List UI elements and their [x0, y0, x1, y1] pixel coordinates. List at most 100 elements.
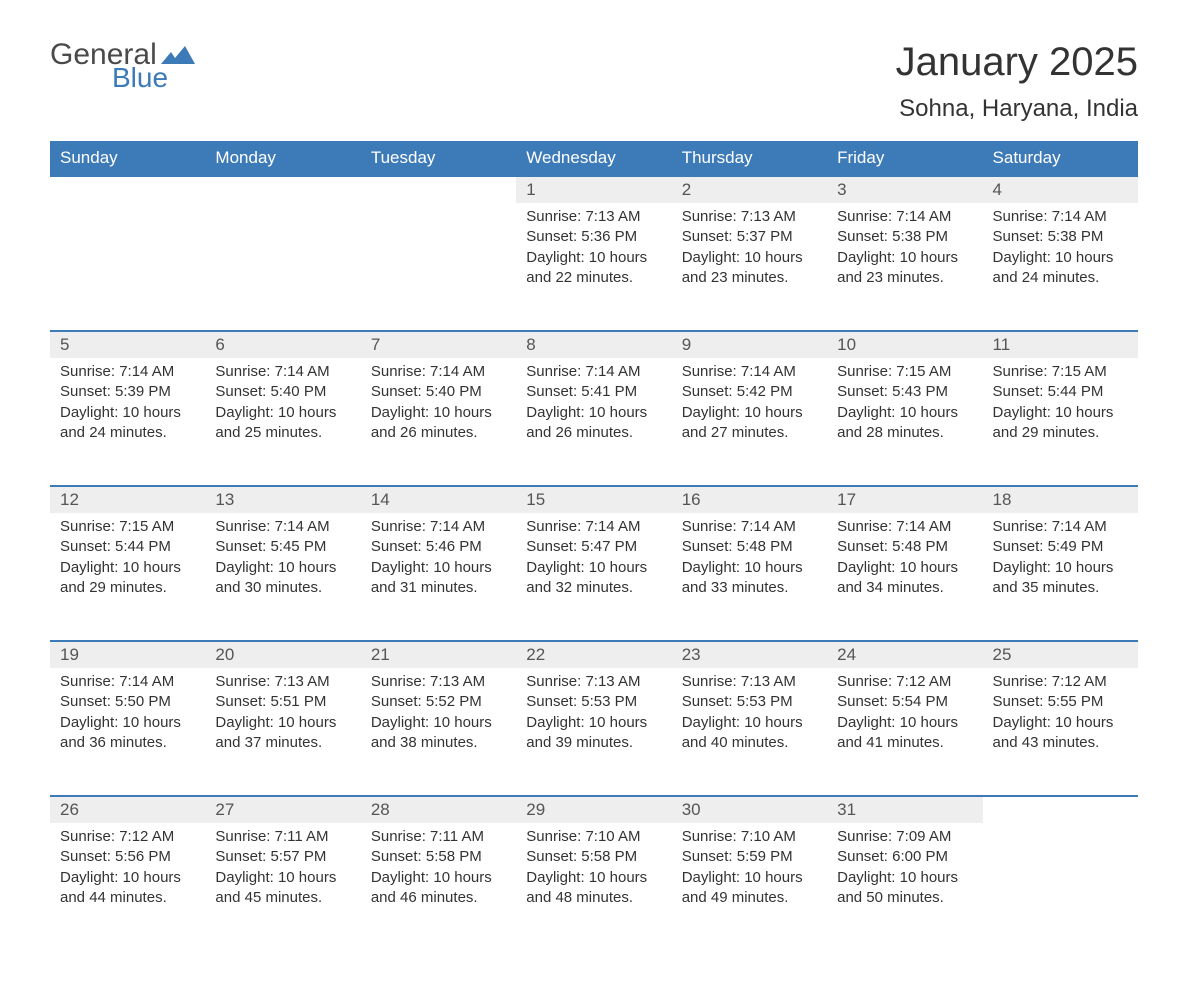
- logo-flag-icon: [161, 44, 195, 64]
- sunrise-line: Sunrise: 7:15 AM: [60, 517, 195, 537]
- sunset-line: Sunset: 5:40 PM: [371, 382, 506, 402]
- sunset-line: Sunset: 5:38 PM: [993, 227, 1128, 247]
- daylight-line: Daylight: 10 hours and 45 minutes.: [215, 868, 350, 909]
- day-number: 14: [361, 486, 516, 513]
- day-number: 23: [672, 641, 827, 668]
- day-details: Sunrise: 7:13 AMSunset: 5:36 PMDaylight:…: [516, 203, 671, 331]
- sunrise-line: Sunrise: 7:11 AM: [371, 827, 506, 847]
- sunset-line: Sunset: 5:45 PM: [215, 537, 350, 557]
- sunset-line: Sunset: 5:42 PM: [682, 382, 817, 402]
- day-number: 2: [672, 176, 827, 203]
- day-details: Sunrise: 7:09 AMSunset: 6:00 PMDaylight:…: [827, 823, 982, 951]
- sunset-line: Sunset: 5:40 PM: [215, 382, 350, 402]
- day-details: Sunrise: 7:14 AMSunset: 5:38 PMDaylight:…: [827, 203, 982, 331]
- sunset-line: Sunset: 5:46 PM: [371, 537, 506, 557]
- day-detail-row: Sunrise: 7:15 AMSunset: 5:44 PMDaylight:…: [50, 513, 1138, 641]
- day-details: Sunrise: 7:14 AMSunset: 5:45 PMDaylight:…: [205, 513, 360, 641]
- day-details: Sunrise: 7:15 AMSunset: 5:44 PMDaylight:…: [50, 513, 205, 641]
- day-number: 28: [361, 796, 516, 823]
- day-number-row: 1234: [50, 176, 1138, 203]
- day-number: 11: [983, 331, 1138, 358]
- sunrise-line: Sunrise: 7:14 AM: [526, 362, 661, 382]
- empty-cell: [50, 203, 205, 331]
- empty-cell: [205, 203, 360, 331]
- page-header: General Blue January 2025 Sohna, Haryana…: [50, 40, 1138, 123]
- sunrise-line: Sunrise: 7:14 AM: [837, 517, 972, 537]
- day-number: 24: [827, 641, 982, 668]
- day-number: 21: [361, 641, 516, 668]
- day-details: Sunrise: 7:14 AMSunset: 5:46 PMDaylight:…: [361, 513, 516, 641]
- day-details: Sunrise: 7:14 AMSunset: 5:41 PMDaylight:…: [516, 358, 671, 486]
- daylight-line: Daylight: 10 hours and 40 minutes.: [682, 713, 817, 754]
- day-number: 4: [983, 176, 1138, 203]
- day-details: Sunrise: 7:12 AMSunset: 5:54 PMDaylight:…: [827, 668, 982, 796]
- sunset-line: Sunset: 5:43 PM: [837, 382, 972, 402]
- day-number: 25: [983, 641, 1138, 668]
- empty-cell: [983, 796, 1138, 823]
- day-details: Sunrise: 7:14 AMSunset: 5:50 PMDaylight:…: [50, 668, 205, 796]
- day-number: 12: [50, 486, 205, 513]
- day-number-row: 567891011: [50, 331, 1138, 358]
- empty-cell: [205, 176, 360, 203]
- sunset-line: Sunset: 5:56 PM: [60, 847, 195, 867]
- sunset-line: Sunset: 5:54 PM: [837, 692, 972, 712]
- daylight-line: Daylight: 10 hours and 41 minutes.: [837, 713, 972, 754]
- sunrise-line: Sunrise: 7:14 AM: [993, 517, 1128, 537]
- day-details: Sunrise: 7:13 AMSunset: 5:51 PMDaylight:…: [205, 668, 360, 796]
- sunset-line: Sunset: 5:59 PM: [682, 847, 817, 867]
- daylight-line: Daylight: 10 hours and 23 minutes.: [837, 248, 972, 289]
- day-details: Sunrise: 7:10 AMSunset: 5:59 PMDaylight:…: [672, 823, 827, 951]
- sunset-line: Sunset: 5:57 PM: [215, 847, 350, 867]
- logo: General Blue: [50, 40, 195, 92]
- sunset-line: Sunset: 5:44 PM: [993, 382, 1128, 402]
- day-details: Sunrise: 7:14 AMSunset: 5:47 PMDaylight:…: [516, 513, 671, 641]
- day-header: Wednesday: [516, 141, 671, 176]
- day-number: 15: [516, 486, 671, 513]
- sunrise-line: Sunrise: 7:14 AM: [60, 672, 195, 692]
- daylight-line: Daylight: 10 hours and 34 minutes.: [837, 558, 972, 599]
- daylight-line: Daylight: 10 hours and 23 minutes.: [682, 248, 817, 289]
- sunrise-line: Sunrise: 7:10 AM: [682, 827, 817, 847]
- sunrise-line: Sunrise: 7:14 AM: [60, 362, 195, 382]
- day-number: 9: [672, 331, 827, 358]
- day-number: 6: [205, 331, 360, 358]
- day-number: 3: [827, 176, 982, 203]
- day-details: Sunrise: 7:11 AMSunset: 5:58 PMDaylight:…: [361, 823, 516, 951]
- sunrise-line: Sunrise: 7:15 AM: [837, 362, 972, 382]
- day-details: Sunrise: 7:13 AMSunset: 5:53 PMDaylight:…: [672, 668, 827, 796]
- sunset-line: Sunset: 5:58 PM: [371, 847, 506, 867]
- day-details: Sunrise: 7:14 AMSunset: 5:42 PMDaylight:…: [672, 358, 827, 486]
- empty-cell: [361, 203, 516, 331]
- daylight-line: Daylight: 10 hours and 28 minutes.: [837, 403, 972, 444]
- day-details: Sunrise: 7:13 AMSunset: 5:37 PMDaylight:…: [672, 203, 827, 331]
- sunrise-line: Sunrise: 7:13 AM: [682, 207, 817, 227]
- day-number: 29: [516, 796, 671, 823]
- sunrise-line: Sunrise: 7:13 AM: [526, 672, 661, 692]
- day-number: 22: [516, 641, 671, 668]
- sunset-line: Sunset: 5:36 PM: [526, 227, 661, 247]
- day-details: Sunrise: 7:14 AMSunset: 5:40 PMDaylight:…: [205, 358, 360, 486]
- day-details: Sunrise: 7:15 AMSunset: 5:43 PMDaylight:…: [827, 358, 982, 486]
- daylight-line: Daylight: 10 hours and 33 minutes.: [682, 558, 817, 599]
- daylight-line: Daylight: 10 hours and 31 minutes.: [371, 558, 506, 599]
- calendar-table: SundayMondayTuesdayWednesdayThursdayFrid…: [50, 141, 1138, 951]
- day-details: Sunrise: 7:14 AMSunset: 5:48 PMDaylight:…: [827, 513, 982, 641]
- logo-word2: Blue: [112, 64, 195, 92]
- sunrise-line: Sunrise: 7:14 AM: [215, 517, 350, 537]
- daylight-line: Daylight: 10 hours and 37 minutes.: [215, 713, 350, 754]
- daylight-line: Daylight: 10 hours and 24 minutes.: [60, 403, 195, 444]
- sunrise-line: Sunrise: 7:11 AM: [215, 827, 350, 847]
- sunrise-line: Sunrise: 7:13 AM: [371, 672, 506, 692]
- daylight-line: Daylight: 10 hours and 32 minutes.: [526, 558, 661, 599]
- day-number: 1: [516, 176, 671, 203]
- day-details: Sunrise: 7:14 AMSunset: 5:39 PMDaylight:…: [50, 358, 205, 486]
- daylight-line: Daylight: 10 hours and 29 minutes.: [993, 403, 1128, 444]
- sunset-line: Sunset: 5:50 PM: [60, 692, 195, 712]
- sunrise-line: Sunrise: 7:10 AM: [526, 827, 661, 847]
- day-number-row: 19202122232425: [50, 641, 1138, 668]
- sunset-line: Sunset: 5:37 PM: [682, 227, 817, 247]
- sunrise-line: Sunrise: 7:14 AM: [371, 362, 506, 382]
- day-number: 16: [672, 486, 827, 513]
- sunrise-line: Sunrise: 7:14 AM: [837, 207, 972, 227]
- sunset-line: Sunset: 5:52 PM: [371, 692, 506, 712]
